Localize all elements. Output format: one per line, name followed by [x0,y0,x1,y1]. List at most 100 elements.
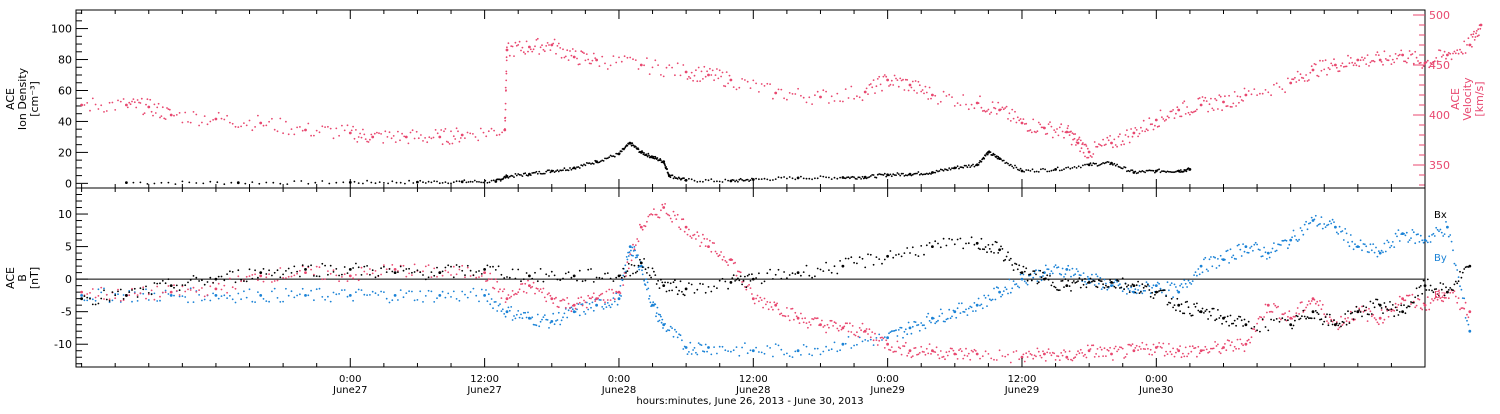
density-series-point [993,153,996,156]
velocity-series-point [1439,49,1442,52]
b-series-Bx-point [889,250,892,252]
b-series-Bz-point [676,213,679,216]
density-series-point [139,181,142,184]
b-series-Bz-point [805,322,808,324]
velocity-series-point [447,141,450,144]
velocity-series-point [953,105,956,107]
density-series-point [591,162,594,165]
b-series-Bz-point [984,350,987,353]
velocity-series-point [1121,140,1124,143]
density-series-point [953,166,957,170]
density-series-point [822,175,825,178]
b-series-Bx-point [604,272,606,275]
b-series-Bx-point [674,279,676,282]
b-series-By-point [1342,239,1345,241]
b-series-By-point [1002,290,1005,292]
velocity-series-point [927,98,930,100]
b-series-Bx-point [864,266,867,269]
velocity-series-point [1334,63,1337,67]
velocity-series-point [1071,132,1074,135]
density-series-point [861,175,864,178]
b-series-By-point [374,292,377,295]
b-series-Bx-point [1208,310,1211,313]
density-series-point [969,166,972,169]
density-series-point [916,172,918,175]
b-series-Bz-point [773,301,776,304]
velocity-series-point [457,130,459,133]
b-series-By-point [262,298,265,300]
b-series-Bx-point [1028,273,1030,276]
b-series-Bz-point [923,351,925,353]
density-series-point [514,173,517,175]
b-series-Bx-point [1144,285,1146,287]
velocity-series-point [639,63,643,67]
b-series-By-point [1074,273,1077,276]
density-series-point [1121,167,1124,170]
b-series-Bz-point [234,287,237,290]
density-series-point [731,179,734,181]
density-series-point [777,176,780,179]
b-series-By-point [1183,279,1186,281]
b-series-Bz-point [1236,338,1239,341]
b-series-Bx-point [1169,302,1172,304]
b-series-Bx-point [1018,264,1021,267]
b-series-Bz-point [564,306,567,309]
b-series-Bx-point [967,242,970,245]
b-series-By-point [689,341,692,344]
b-series-Bz-point [830,319,833,322]
b-series-Bx-point [1338,322,1341,325]
b-series-By-point [902,336,904,339]
b-series-By-point [1257,248,1260,251]
b-series-Bx-point [1376,298,1379,301]
b-series-Bz-point [262,280,265,283]
b-series-Bz-point [1141,341,1144,344]
b-series-Bx-point [271,274,273,277]
b-series-Bz-point [854,334,857,337]
velocity-series-point [147,105,151,109]
velocity-series-point [1149,123,1152,126]
b-series-By-point [493,301,496,303]
velocity-series-point [1067,125,1070,127]
b-series-Bx-point [1432,291,1435,294]
density-series-point [786,177,788,180]
b-series-Bz-point [632,243,634,246]
b-series-Bz-point [1156,345,1159,348]
velocity-series-point [1015,121,1018,124]
density-series-point [1166,170,1169,173]
b-series-By-point [953,310,957,314]
b-series-By-point [633,246,636,248]
b-series-Bz-point [1372,313,1375,316]
velocity-series-point [1103,144,1106,147]
velocity-series-point [1238,101,1240,104]
b-series-Bz-point [1378,316,1382,320]
b-series-Bx-point [1051,281,1054,284]
b-series-By-point [1128,289,1131,292]
b-series-Bx-point [595,276,598,279]
velocity-series-point [1145,128,1148,131]
b-series-By-point [1351,240,1354,243]
density-series-point [1099,163,1102,166]
b-series-Bz-point [1275,306,1278,309]
velocity-series-point [243,122,245,124]
b-series-Bx-point [1221,322,1223,325]
velocity-series-point [716,68,718,70]
velocity-series-point [1376,51,1379,54]
b-series-By-point [661,318,664,321]
b-series-By-point [1407,241,1410,243]
b-series-Bz-point [916,353,918,356]
b-series-Bx-point [1037,281,1040,284]
b-series-Bz-point [1419,307,1422,310]
velocity-series-point [1107,139,1110,142]
b-series-Bz-point [1121,347,1124,350]
b-series-By-point [1050,270,1053,272]
density-series-point [383,182,385,184]
velocity-series-point [268,120,270,123]
b-series-By-point [411,290,413,293]
density-series-point [904,174,907,177]
velocity-series-point [1267,91,1270,94]
b-series-Bz-point [1270,310,1272,313]
b-series-By-point [1182,286,1184,289]
b-series-Bx-point [1281,317,1284,320]
b-series-By-point [1299,227,1302,229]
b-series-Bx-point [1308,317,1310,320]
